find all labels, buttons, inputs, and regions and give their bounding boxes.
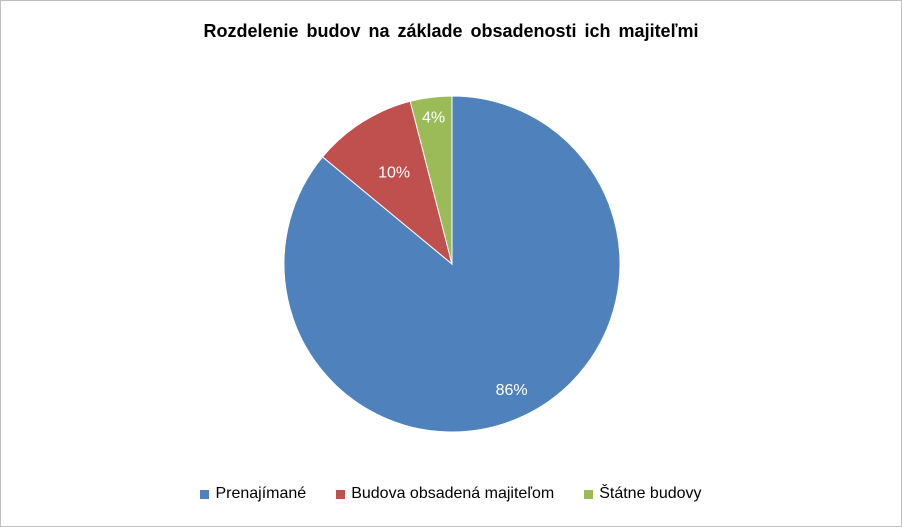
legend-item-statne-budovy: Štátne budovy <box>584 485 702 503</box>
data-label-prenajimane: 86% <box>496 382 528 399</box>
data-label-statne-budovy: 4% <box>422 110 445 127</box>
legend-label-prenajimane: Prenajímané <box>215 485 307 502</box>
data-label-budova-obsadena: 10% <box>378 164 410 181</box>
legend-item-budova-obsadena: Budova obsadená majiteľom <box>336 485 554 503</box>
pie-slice-prenajimane <box>283 95 621 433</box>
pie-slice-budova-obsadena <box>321 100 453 266</box>
legend-swatch-statne-budovy <box>584 489 594 499</box>
pie-slices <box>283 95 621 433</box>
pie-slice-statne-budovy <box>409 95 453 265</box>
legend-item-prenajimane: Prenajímané <box>200 485 306 503</box>
legend-label-statne-budovy: Štátne budovy <box>599 485 702 502</box>
pie-labels: 86% 10% 4% <box>378 110 528 400</box>
legend-swatch-prenajimane <box>200 489 210 499</box>
legend-swatch-budova-obsadena <box>336 489 346 499</box>
legend-label-budova-obsadena: Budova obsadená majiteľom <box>351 485 555 502</box>
chart-title: Rozdelenie budov na základe obsadenosti … <box>203 21 699 41</box>
legend: Prenajímané Budova obsadená majiteľom Št… <box>1 485 901 503</box>
